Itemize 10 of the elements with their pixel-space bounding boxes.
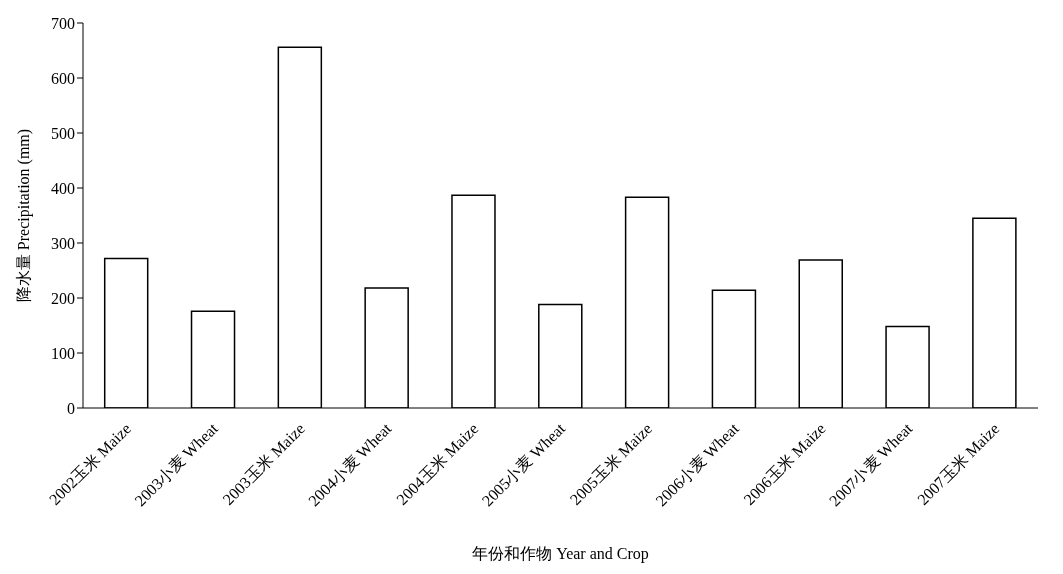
y-tick-label: 100 [51, 344, 75, 362]
y-tick-label: 600 [51, 69, 75, 87]
x-axis-title: 年份和作物 Year and Crop [472, 545, 649, 564]
y-tick-label: 300 [51, 234, 75, 252]
y-tick-label: 400 [51, 179, 75, 197]
y-tick-label: 200 [51, 289, 75, 307]
y-axis-title: 降水量 Precipitation (mm) [14, 128, 33, 303]
y-tick-label: 700 [51, 14, 75, 32]
y-tick-label: 500 [51, 124, 75, 142]
y-tick-label: 0 [67, 399, 75, 417]
